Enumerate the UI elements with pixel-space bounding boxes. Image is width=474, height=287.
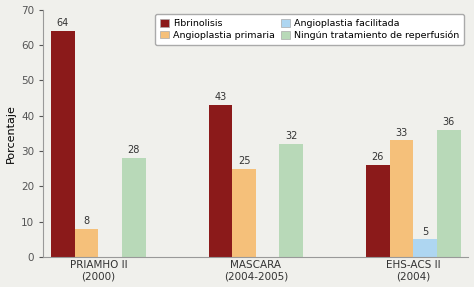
Bar <box>209 105 232 257</box>
Text: 8: 8 <box>83 216 90 226</box>
Bar <box>366 165 390 257</box>
Bar <box>51 31 75 257</box>
Legend: Fibrinolisis, Angioplastia primaria, Angioplastia facilitada, Ningún tratamiento: Fibrinolisis, Angioplastia primaria, Ang… <box>155 14 464 45</box>
Bar <box>232 169 256 257</box>
Bar <box>122 158 146 257</box>
Text: 28: 28 <box>128 145 140 155</box>
Bar <box>390 140 413 257</box>
Y-axis label: Porcentaje: Porcentaje <box>6 104 16 163</box>
Text: 5: 5 <box>422 226 428 236</box>
Text: 33: 33 <box>395 127 408 137</box>
Bar <box>75 229 99 257</box>
Text: 26: 26 <box>372 152 384 162</box>
Text: 32: 32 <box>285 131 298 141</box>
Bar <box>280 144 303 257</box>
Text: 64: 64 <box>57 18 69 28</box>
Bar <box>437 130 461 257</box>
Text: 36: 36 <box>443 117 455 127</box>
Bar <box>413 239 437 257</box>
Text: 43: 43 <box>214 92 227 102</box>
Text: 25: 25 <box>238 156 250 166</box>
